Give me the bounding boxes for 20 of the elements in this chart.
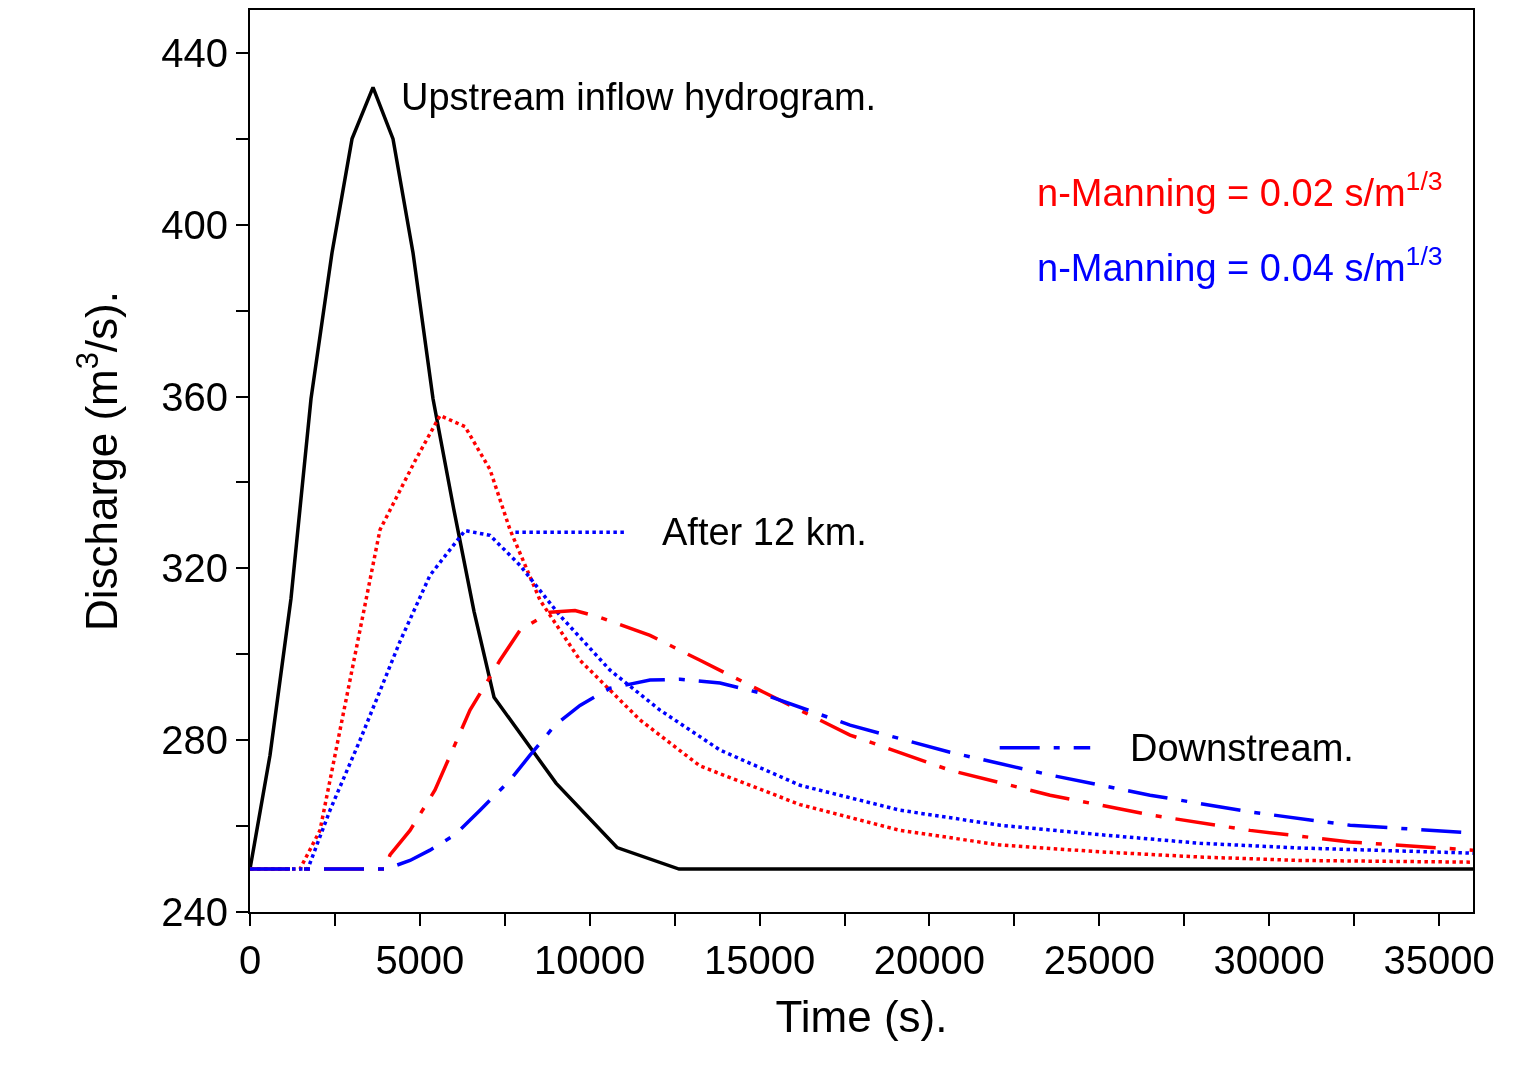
- annotation: After 12 km.: [662, 511, 867, 553]
- y-tick-label: 280: [161, 718, 228, 763]
- y-tick-label: 240: [161, 890, 228, 934]
- x-tick-label: 35000: [1383, 938, 1495, 982]
- annotation: n-Manning = 0.04 s/m$^{1/3}$: [1037, 241, 1443, 289]
- y-tick-label: 360: [161, 374, 228, 419]
- y-tick-label: 440: [161, 30, 228, 75]
- annotation: Downstream.: [1130, 727, 1354, 769]
- x-tick-label: 0: [238, 938, 262, 982]
- x-tick-label: 5000: [375, 938, 465, 982]
- x-tick-label: 25000: [1043, 938, 1155, 982]
- y-tick-label: 320: [161, 546, 228, 591]
- annotation: n-Manning = 0.02 s/m$^{1/3}$: [1037, 166, 1443, 214]
- x-tick-label: 20000: [873, 938, 986, 982]
- x-tick-label: 15000: [703, 938, 816, 982]
- x-tick-label: 30000: [1213, 938, 1325, 982]
- x-tick-label: 10000: [534, 938, 646, 982]
- y-tick-label: 400: [161, 202, 228, 247]
- x-axis-title: Time (s).: [775, 991, 948, 1041]
- annotation: Upstream inflow hydrogram.: [401, 76, 877, 118]
